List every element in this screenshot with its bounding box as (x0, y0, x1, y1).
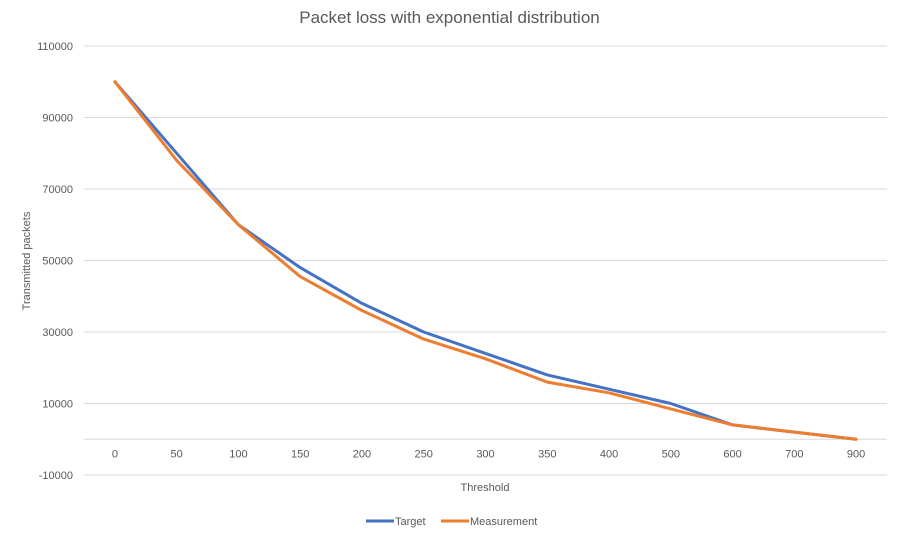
x-tick-label: 0 (112, 448, 118, 460)
x-tick-label: 300 (476, 448, 494, 460)
y-tick-label: 110000 (37, 41, 73, 53)
y-tick-label: 30000 (42, 327, 73, 339)
x-tick-label: 150 (291, 448, 309, 460)
series-lines (113, 80, 858, 441)
x-tick-label: 250 (415, 448, 433, 460)
gridlines (84, 45, 887, 476)
x-tick-label: 900 (847, 448, 865, 460)
x-tick-label: 50 (171, 448, 183, 460)
legend-label-measurement: Measurement (470, 516, 537, 528)
x-axis-ticks: 0 50 100 150 200 250 300 350 400 500 600 700 900 (112, 448, 865, 460)
legend-label-target: Target (395, 516, 426, 528)
y-tick-label: 10000 (42, 399, 73, 411)
legend: Target Measurement (366, 516, 537, 528)
x-tick-label: 400 (600, 448, 618, 460)
y-tick-label: 70000 (42, 184, 73, 196)
y-axis-ticks: -10000 10000 30000 50000 70000 90000 110000 (37, 41, 73, 482)
x-tick-label: 100 (229, 448, 247, 460)
y-axis-title: Transmitted packets (21, 211, 33, 310)
y-tick-label: 90000 (42, 113, 73, 125)
chart-title: Packet loss with exponential distributio… (299, 8, 600, 27)
x-tick-label: 600 (723, 448, 741, 460)
x-tick-label: 350 (538, 448, 556, 460)
x-tick-label: 500 (662, 448, 680, 460)
x-axis-title: Threshold (461, 482, 510, 494)
y-tick-label: 50000 (42, 256, 73, 268)
y-tick-label: -10000 (39, 470, 73, 482)
x-tick-label: 200 (353, 448, 371, 460)
series-line-measurement (113, 80, 858, 441)
x-tick-label: 700 (785, 448, 803, 460)
